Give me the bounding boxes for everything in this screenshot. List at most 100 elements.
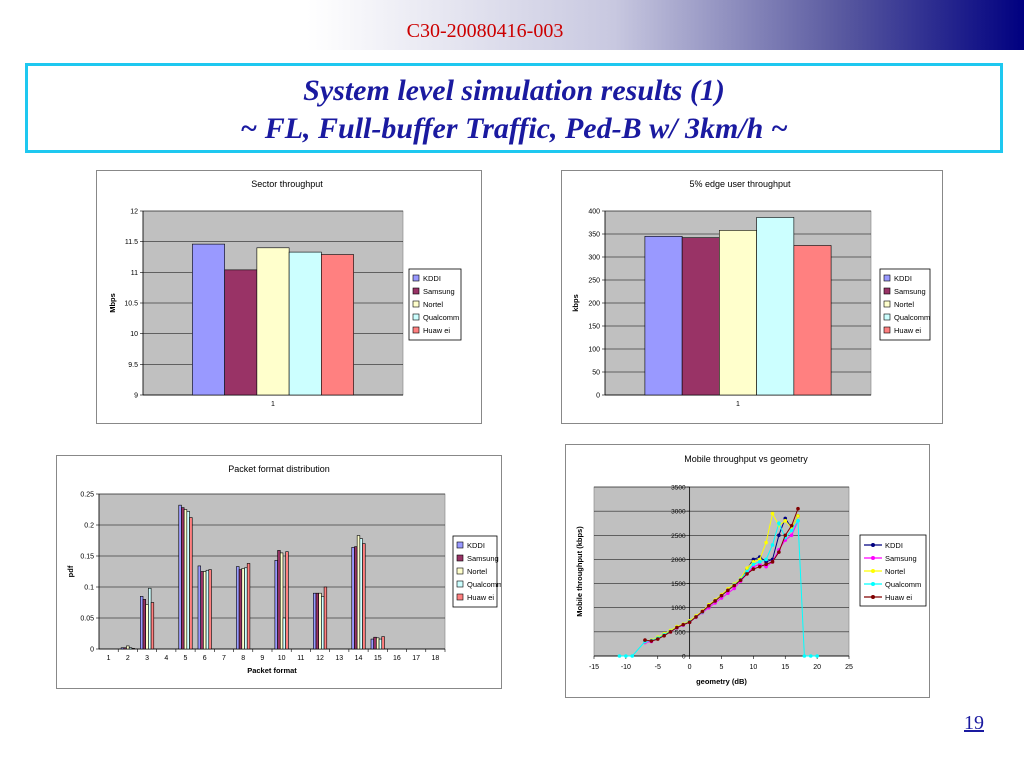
point-qualcomm [808, 654, 813, 658]
point-huaw-ei [694, 615, 698, 619]
y-tick-label: 200 [588, 301, 600, 308]
y-tick-label: 0.1 [84, 585, 94, 592]
page-number[interactable]: 19 [964, 712, 984, 734]
bar-qualcomm-12 [321, 596, 325, 650]
legend-swatch-qualcomm [412, 313, 420, 321]
bar-qualcomm-8 [244, 567, 248, 650]
x-axis-label: Packet format [247, 666, 297, 675]
point-qualcomm [802, 654, 807, 658]
legend-swatch-huaw-ei [412, 326, 420, 334]
y-tick-label: 1500 [671, 581, 686, 588]
legend-label: Samsung [885, 554, 917, 563]
bar-samsung-1 [224, 269, 258, 396]
bars [120, 504, 385, 650]
x-tick-label: 15 [781, 664, 789, 671]
x-tick-label: 0 [688, 664, 692, 671]
point-huaw-ei [796, 506, 800, 511]
bar-huaw-ei-5 [189, 517, 193, 650]
legend-swatch-huaw-ei [883, 326, 891, 334]
bar-kddi-15 [370, 638, 374, 650]
point-huaw-ei [770, 560, 775, 564]
x-tick-label: 5 [720, 664, 724, 671]
bar-qualcomm-1 [756, 217, 795, 396]
legend-label: KDDI [467, 541, 485, 550]
legend-label: Samsung [467, 554, 499, 563]
point-qualcomm [815, 654, 819, 658]
legend-swatch-samsung [412, 287, 420, 295]
bar-nortel-6 [203, 571, 207, 650]
bar-samsung-12 [315, 592, 320, 650]
point-huaw-ei [662, 633, 666, 638]
legend-swatch-kddi [456, 541, 464, 549]
sector-throughput-chart: Sector throughput 9 9.5 10 10.5 11 11.5 12 1 Mbps… [96, 170, 482, 424]
bar-nortel-15 [376, 637, 380, 650]
chart-svg: Sector throughput 9 9.5 10 10.5 11 11.5 12 1 Mbps… [108, 179, 462, 408]
legend-label: Qualcomm [885, 580, 921, 589]
point-huaw-ei [706, 603, 711, 608]
y-axis-label: Mbps [108, 293, 117, 313]
legend-label: Samsung [894, 287, 926, 296]
legend-label: Huaw ei [885, 593, 912, 602]
legend-label: KDDI [423, 274, 441, 283]
x-tick-label: 4 [164, 655, 168, 662]
point-huaw-ei [789, 523, 794, 528]
point-huaw-ei [681, 622, 686, 627]
x-tick-label: 2 [126, 655, 130, 662]
point-nortel [745, 566, 749, 570]
y-tick-label: 2000 [671, 557, 686, 564]
legend-label: KDDI [894, 274, 912, 283]
x-tick-label: 6 [203, 655, 207, 662]
bar-kddi-3 [140, 596, 144, 650]
legend-marker-huaw-ei [871, 595, 875, 599]
x-tick-label: -10 [621, 664, 631, 671]
y-tick-label: 400 [588, 209, 600, 216]
point-qualcomm [617, 654, 622, 658]
legend-swatch-nortel [883, 300, 891, 308]
y-tick-label: 11 [131, 270, 138, 277]
point-nortel [783, 519, 788, 523]
bar-nortel-5 [183, 509, 188, 650]
point-huaw-ei [719, 593, 724, 598]
legend-marker-nortel [871, 569, 875, 573]
plot-area [98, 493, 446, 650]
y-tick-label: 100 [588, 347, 600, 354]
legend-label: Nortel [423, 300, 443, 309]
bar-samsung-6 [200, 571, 204, 650]
legend-swatch-nortel [412, 300, 420, 308]
bar-kddi-6 [197, 565, 201, 650]
x-tick-label: 8 [241, 655, 245, 662]
y-tick-label: 2500 [671, 533, 686, 540]
point-huaw-ei [713, 599, 717, 603]
bar-huaw-ei-12 [323, 586, 328, 650]
chart-legend: KDDI Samsung Nortel Qualcomm Huaw ei [859, 534, 927, 607]
y-tick-label: 10 [130, 331, 138, 338]
point-huaw-ei [757, 564, 762, 569]
x-tick-label: 15 [374, 655, 382, 662]
y-tick-label: 250 [588, 278, 600, 285]
chart-svg: Packet format distribution 0 0.05 0.1 0.15 0.… [66, 464, 501, 675]
point-qualcomm [751, 562, 756, 567]
bar-qualcomm-6 [205, 569, 210, 650]
bar-kddi-10 [274, 560, 278, 650]
y-tick-label: 1000 [671, 605, 686, 612]
point-samsung [732, 586, 737, 591]
bars [192, 243, 354, 396]
legend-label: Qualcomm [894, 313, 930, 322]
x-tick-label: 3 [145, 655, 149, 662]
bar-kddi-2 [120, 647, 125, 650]
chart-legend: KDDI Samsung Nortel Qualcomm Huaw ei [879, 268, 931, 341]
legend-label: Nortel [885, 567, 905, 576]
bar-samsung-15 [373, 636, 377, 650]
x-tick-label: 5 [184, 655, 188, 662]
x-tick-label: 16 [393, 655, 401, 662]
bar-huaw-ei-1 [793, 245, 832, 396]
legend-swatch-samsung [456, 554, 464, 562]
point-qualcomm [789, 528, 794, 533]
bar-nortel-1 [719, 230, 757, 396]
y-tick-label: 350 [588, 232, 600, 239]
point-huaw-ei [649, 639, 654, 643]
point-nortel [796, 514, 800, 518]
chart-title: Sector throughput [251, 179, 323, 189]
point-huaw-ei [738, 578, 743, 582]
point-huaw-ei [764, 562, 768, 567]
